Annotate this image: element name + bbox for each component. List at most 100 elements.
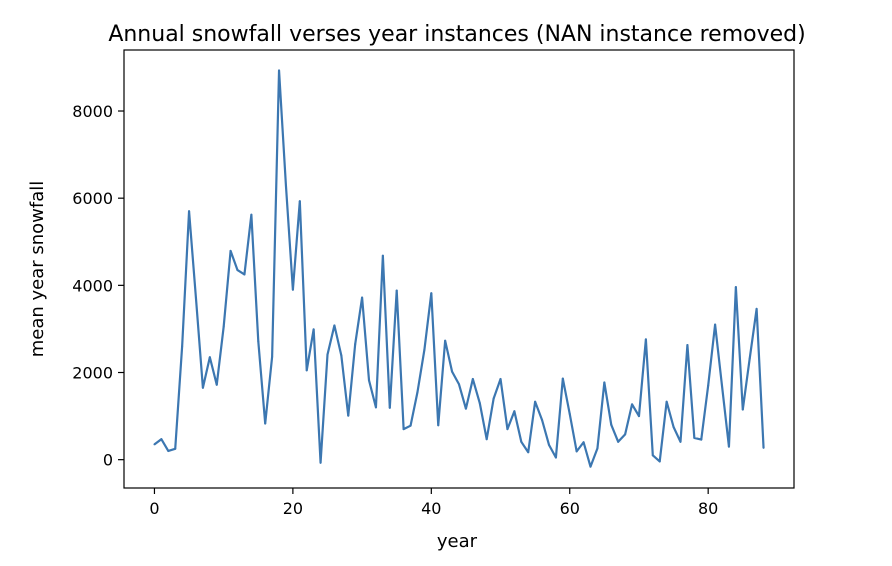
- data-point: [651, 454, 654, 457]
- x-tick-label: 80: [698, 499, 718, 518]
- data-point: [547, 443, 550, 446]
- y-tick-label: 6000: [72, 189, 113, 208]
- data-point: [430, 292, 433, 295]
- data-point: [700, 438, 703, 441]
- data-point: [485, 438, 488, 441]
- data-point: [617, 440, 620, 443]
- data-point: [208, 356, 211, 359]
- data-point: [624, 433, 627, 436]
- data-point: [243, 273, 246, 276]
- data-point: [714, 323, 717, 326]
- data-point: [354, 343, 357, 346]
- data-point: [478, 402, 481, 405]
- data-point: [368, 379, 371, 382]
- data-point: [561, 377, 564, 380]
- data-point: [658, 460, 661, 463]
- data-point: [589, 465, 592, 468]
- data-point: [727, 445, 730, 448]
- data-points: [153, 69, 765, 468]
- plot-area: [123, 49, 795, 489]
- data-point: [416, 391, 419, 394]
- chart-title: Annual snowfall verses year instances (N…: [108, 22, 805, 47]
- data-point: [721, 385, 724, 388]
- data-point: [264, 422, 267, 425]
- data-point: [388, 406, 391, 409]
- data-point: [741, 408, 744, 411]
- data-point: [215, 383, 218, 386]
- data-point: [229, 249, 232, 252]
- data-point: [575, 450, 578, 453]
- y-axis: 0 2000 4000 6000 8000: [72, 102, 124, 470]
- plot-frame: [123, 49, 795, 489]
- data-point: [679, 440, 682, 443]
- data-point: [458, 383, 460, 386]
- y-axis-label: mean year snowfall: [27, 181, 48, 358]
- data-point: [707, 384, 710, 387]
- data-point: [520, 440, 523, 443]
- data-point: [644, 338, 647, 341]
- data-point: [319, 461, 322, 464]
- x-axis: 0 20 40 60 80: [149, 488, 718, 518]
- data-point: [201, 386, 204, 389]
- y-tick-label: 0: [103, 451, 113, 470]
- data-point: [755, 307, 758, 310]
- data-point: [734, 286, 737, 289]
- y-tick-label: 2000: [72, 364, 113, 383]
- data-point: [381, 254, 384, 257]
- x-tick-label: 0: [149, 499, 159, 518]
- data-point: [236, 269, 239, 272]
- data-point: [451, 370, 454, 373]
- data-point: [541, 419, 544, 422]
- data-point: [340, 354, 343, 357]
- data-point: [333, 324, 336, 327]
- data-point: [181, 345, 184, 348]
- data-point: [582, 441, 585, 444]
- data-point: [513, 410, 516, 413]
- data-point: [762, 446, 765, 449]
- data-point: [437, 424, 440, 427]
- data-point: [167, 449, 170, 452]
- data-point: [672, 425, 675, 428]
- data-point: [305, 369, 308, 372]
- x-tick-label: 40: [421, 499, 441, 518]
- data-point: [444, 339, 447, 342]
- data-point: [554, 456, 557, 459]
- data-point: [610, 423, 613, 426]
- data-point: [506, 428, 509, 431]
- data-point: [347, 414, 350, 417]
- data-point: [374, 406, 377, 409]
- x-tick-label: 20: [283, 499, 303, 518]
- data-point: [312, 328, 315, 331]
- x-axis-label: year: [437, 531, 478, 552]
- data-point: [534, 400, 537, 403]
- data-point: [188, 210, 191, 213]
- data-point: [194, 297, 197, 300]
- data-point: [499, 378, 502, 381]
- data-point: [284, 184, 287, 187]
- data-point: [174, 447, 177, 450]
- data-point: [160, 438, 163, 441]
- data-point: [395, 289, 398, 292]
- data-point: [271, 355, 274, 358]
- data-point: [665, 400, 668, 403]
- data-point: [471, 378, 474, 381]
- data-point: [464, 407, 467, 410]
- data-point: [409, 424, 412, 427]
- data-point: [748, 357, 751, 360]
- data-point: [568, 412, 571, 415]
- data-point: [686, 344, 689, 347]
- data-point: [596, 447, 599, 450]
- y-tick-label: 8000: [72, 102, 113, 121]
- data-point: [631, 403, 634, 406]
- data-point: [693, 436, 696, 439]
- data-point: [278, 69, 281, 72]
- x-tick-label: 60: [560, 499, 580, 518]
- data-point: [298, 200, 301, 203]
- data-point: [492, 397, 495, 400]
- data-point: [637, 415, 640, 418]
- series-line: [153, 69, 765, 468]
- data-point: [361, 296, 364, 299]
- data-point: [222, 325, 225, 328]
- data-point: [257, 340, 260, 343]
